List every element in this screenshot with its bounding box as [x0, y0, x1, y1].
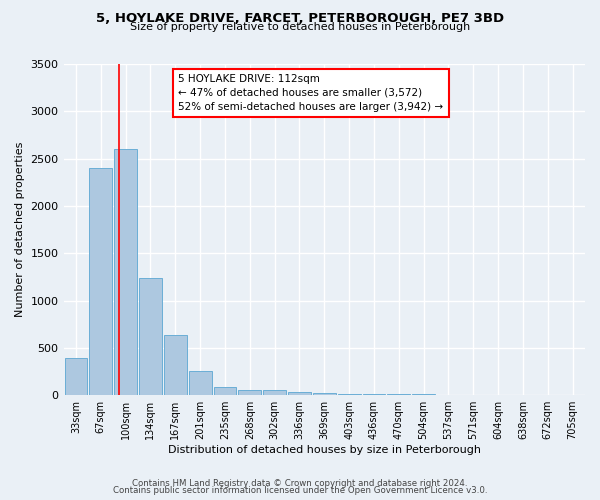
Bar [437, 394, 460, 395]
Text: Size of property relative to detached houses in Peterborough: Size of property relative to detached ho… [130, 22, 470, 32]
Bar [238, 390, 261, 395]
Bar [139, 278, 162, 395]
Bar [164, 334, 187, 395]
X-axis label: Distribution of detached houses by size in Peterborough: Distribution of detached houses by size … [168, 445, 481, 455]
Bar [89, 168, 112, 395]
Bar [263, 390, 286, 395]
Bar [288, 392, 311, 395]
Text: Contains public sector information licensed under the Open Government Licence v3: Contains public sector information licen… [113, 486, 487, 495]
Text: 5 HOYLAKE DRIVE: 112sqm
← 47% of detached houses are smaller (3,572)
52% of semi: 5 HOYLAKE DRIVE: 112sqm ← 47% of detache… [178, 74, 443, 112]
Text: 5, HOYLAKE DRIVE, FARCET, PETERBOROUGH, PE7 3BD: 5, HOYLAKE DRIVE, FARCET, PETERBOROUGH, … [96, 12, 504, 26]
Bar [338, 394, 361, 395]
Bar [313, 394, 335, 395]
Text: Contains HM Land Registry data © Crown copyright and database right 2024.: Contains HM Land Registry data © Crown c… [132, 478, 468, 488]
Bar [114, 149, 137, 395]
Bar [412, 394, 435, 395]
Y-axis label: Number of detached properties: Number of detached properties [15, 142, 25, 318]
Bar [388, 394, 410, 395]
Bar [65, 358, 88, 395]
Bar [214, 386, 236, 395]
Bar [188, 371, 212, 395]
Bar [362, 394, 385, 395]
